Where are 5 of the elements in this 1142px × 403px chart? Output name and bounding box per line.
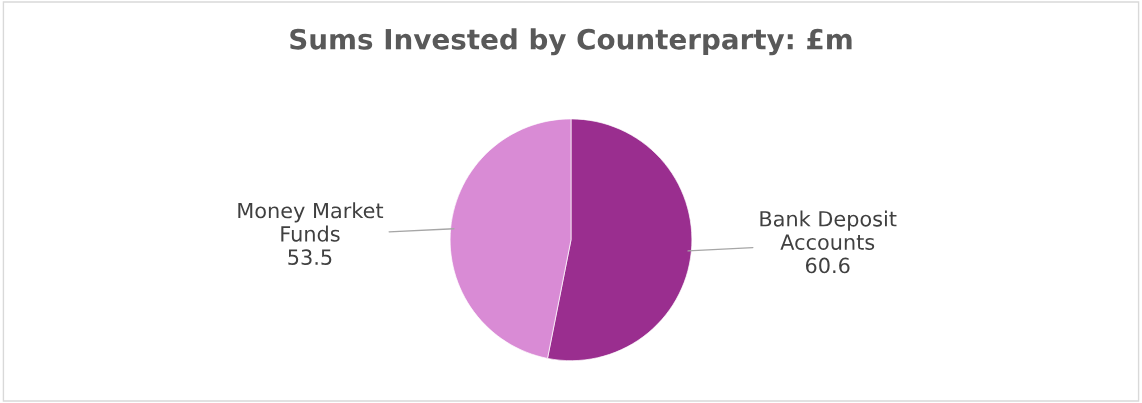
data-label: 53.5 bbox=[288, 249, 332, 266]
chart-title: Sums Invested by Counterparty: £m bbox=[290, 28, 852, 56]
slice-label: Bank Deposit Accounts bbox=[760, 210, 897, 250]
data-label: 60.6 bbox=[805, 257, 850, 274]
slice-label: Money Market Funds bbox=[238, 202, 384, 242]
